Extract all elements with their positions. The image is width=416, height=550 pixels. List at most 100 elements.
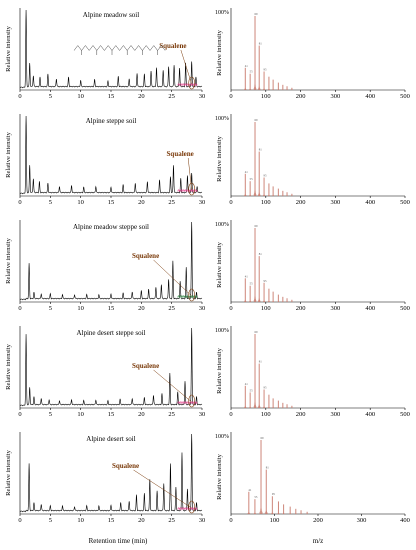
chrom-x-tick-label: 25 <box>168 305 175 312</box>
chrom-x-tick-label: 15 <box>108 199 115 206</box>
ms-x-tick-label: 400 <box>365 199 375 206</box>
ms-x-tick-label: 300 <box>331 199 341 206</box>
squalene-label: Squalene <box>132 362 159 370</box>
squalene-label: Squalene <box>167 150 194 158</box>
ms-x-tick-label: 0 <box>229 517 232 524</box>
ms-x-tick-label: 500 <box>400 305 410 312</box>
ms-x-tick-label: 100 <box>261 199 271 206</box>
ms-x-tick-label: 200 <box>296 411 306 418</box>
chrom-x-tick-label: 20 <box>138 411 145 418</box>
structure-chain <box>73 45 166 51</box>
ms-y-axis-label: Relative intensity <box>216 241 223 287</box>
ms-x-tick-label: 200 <box>296 199 306 206</box>
chrom-title: Alpine meadow soil <box>83 11 139 19</box>
ms-x-tick-label: 200 <box>313 517 323 524</box>
ms-x-tick-label: 0 <box>229 93 232 100</box>
squalene-pointer-line <box>153 259 192 297</box>
ms-peak-label: 95 <box>264 174 268 178</box>
chrom-x-tick-label: 30 <box>199 93 206 100</box>
squalene-peak-marker <box>188 182 195 196</box>
ms-x-tick-label: 500 <box>400 199 410 206</box>
chrom-x-tick-label: 25 <box>168 411 175 418</box>
chrom-x-tick-label: 30 <box>199 199 206 206</box>
chrom-x-tick-label: 10 <box>77 517 84 524</box>
ms-100-percent-label: 100% <box>215 328 229 334</box>
squalene-peak-marker <box>188 288 195 302</box>
chrom-x-tick-label: 15 <box>108 411 115 418</box>
ms-x-tick-label: 100 <box>261 411 271 418</box>
ms-peak-label: 41 <box>245 64 249 68</box>
ms-x-axis-label: m/z <box>313 537 324 545</box>
squalene-pointer-line <box>133 469 192 509</box>
chrom-x-tick-label: 5 <box>49 305 52 312</box>
chrom-x-tick-label: 0 <box>18 517 21 524</box>
chrom-x-tick-label: 10 <box>77 411 84 418</box>
ms-x-tick-label: 400 <box>365 411 375 418</box>
chrom-overlay-trace <box>177 189 198 193</box>
squalene-pointer-line <box>187 157 192 191</box>
ms-peak-label: 95 <box>264 279 268 283</box>
ms-peak-label: 69 <box>255 12 259 16</box>
ms-x-tick-label: 0 <box>229 305 232 312</box>
ms-peak-label: 55 <box>254 495 258 499</box>
chrom-x-tick-label: 20 <box>138 305 145 312</box>
squalene-peak-marker <box>188 76 195 90</box>
chrom-overlay-trace <box>177 295 198 299</box>
ms-x-tick-label: 300 <box>331 411 341 418</box>
ms-peak-label: 95 <box>264 386 268 390</box>
ms-peak-label: 69 <box>255 224 259 228</box>
ms-peak-label: 69 <box>261 436 265 440</box>
ms-100-percent-label: 100% <box>215 116 229 122</box>
ms-peak-label: 81 <box>259 360 263 364</box>
ms-peak-label: 81 <box>266 466 270 470</box>
chrom-x-tick-label: 10 <box>77 305 84 312</box>
ms-peak-label: 95 <box>272 492 276 496</box>
chrom-title: Alpine steppe soil <box>86 117 137 125</box>
chrom-x-tick-label: 0 <box>18 93 21 100</box>
ms-peak-label: 81 <box>259 42 263 46</box>
ms-y-axis-label: Relative intensity <box>216 135 223 181</box>
chrom-x-tick-label: 10 <box>77 93 84 100</box>
ms-x-tick-label: 100 <box>261 305 271 312</box>
ms-y-axis-label: Relative intensity <box>216 29 223 75</box>
squalene-pointer-line <box>180 49 192 85</box>
ms-x-tick-label: 100 <box>270 517 280 524</box>
ms-x-tick-label: 400 <box>400 517 410 524</box>
chrom-overlay-trace <box>177 507 198 511</box>
ms-x-tick-label: 300 <box>331 305 341 312</box>
chrom-trace <box>19 327 203 407</box>
chrom-x-tick-label: 5 <box>49 411 52 418</box>
squalene-peak-marker <box>188 500 195 514</box>
ms-y-axis-label: Relative intensity <box>216 453 223 499</box>
chromatogram-panel-3: 0 5 10 15 20 25 30 Relative intensity Alpine mea… <box>5 220 205 312</box>
chrom-y-axis-label: Relative intensity <box>5 25 12 71</box>
chrom-trace <box>19 433 203 513</box>
panels-group: 0 5 10 15 20 25 30 Relative intensity Alpine mea… <box>5 8 410 524</box>
chrom-y-axis-label: Relative intensity <box>5 237 12 283</box>
ms-peak-label: 69 <box>255 118 259 122</box>
ms-x-tick-label: 500 <box>400 411 410 418</box>
chrom-trace <box>19 221 203 301</box>
chrom-x-tick-label: 30 <box>199 517 206 524</box>
squalene-label: Squalene <box>112 462 139 470</box>
ms-x-tick-label: 400 <box>365 93 375 100</box>
chrom-x-tick-label: 5 <box>49 93 52 100</box>
chrom-x-tick-label: 5 <box>49 517 52 524</box>
chromatogram-panel-5: 0 5 10 15 20 25 30 Relative intensity Alpine des… <box>5 432 205 524</box>
chrom-title: Alpine meadow steppe soil <box>73 223 149 231</box>
ms-peak-label: 55 <box>250 282 254 286</box>
chrom-x-tick-label: 30 <box>199 305 206 312</box>
chrom-trace <box>19 115 203 195</box>
chrom-x-tick-label: 10 <box>77 199 84 206</box>
ms-peak-label: 41 <box>245 170 249 174</box>
squalene-label: Squalene <box>159 42 186 50</box>
ms-x-tick-label: 200 <box>296 305 306 312</box>
chrom-x-tick-label: 15 <box>108 93 115 100</box>
chrom-x-tick-label: 30 <box>199 411 206 418</box>
ms-peak-label: 95 <box>264 68 268 72</box>
chrom-x-tick-label: 5 <box>49 199 52 206</box>
